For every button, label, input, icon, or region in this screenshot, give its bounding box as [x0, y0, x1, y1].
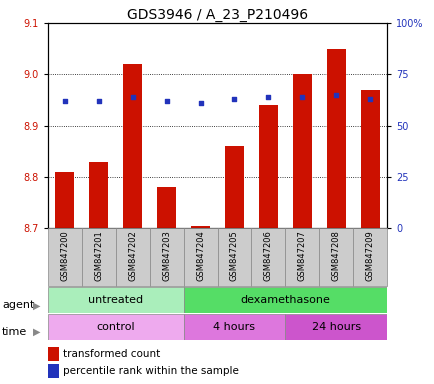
- Point: [332, 92, 339, 98]
- Text: GSM847207: GSM847207: [297, 230, 306, 281]
- Text: GSM847200: GSM847200: [60, 230, 69, 281]
- Bar: [319, 228, 352, 286]
- Text: GSM847204: GSM847204: [196, 230, 204, 281]
- Point: [95, 98, 102, 104]
- Point: [197, 100, 204, 106]
- Text: percentile rank within the sample: percentile rank within the sample: [63, 366, 238, 376]
- Text: time: time: [2, 327, 27, 337]
- Point: [264, 94, 271, 100]
- Text: GSM847209: GSM847209: [365, 230, 374, 281]
- Bar: [48, 287, 183, 313]
- Bar: [191, 226, 209, 228]
- Text: agent: agent: [2, 300, 34, 310]
- Text: ▶: ▶: [33, 327, 41, 337]
- Point: [230, 96, 237, 102]
- Bar: [157, 187, 175, 228]
- Bar: [115, 228, 149, 286]
- Bar: [360, 90, 378, 228]
- Text: 24 hours: 24 hours: [311, 322, 360, 332]
- Point: [129, 94, 136, 100]
- Text: GSM847206: GSM847206: [263, 230, 272, 281]
- Bar: [82, 228, 115, 286]
- Point: [61, 98, 68, 104]
- Bar: [183, 228, 217, 286]
- Text: GSM847202: GSM847202: [128, 230, 137, 281]
- Bar: [285, 228, 319, 286]
- Text: GSM847203: GSM847203: [162, 230, 171, 281]
- Bar: [217, 228, 251, 286]
- Point: [163, 98, 170, 104]
- Bar: [259, 105, 277, 228]
- Bar: [89, 162, 108, 228]
- Bar: [149, 228, 183, 286]
- Text: untreated: untreated: [88, 295, 143, 305]
- Text: dexamethasone: dexamethasone: [240, 295, 329, 305]
- Bar: [123, 64, 141, 228]
- Point: [298, 94, 305, 100]
- Bar: [352, 228, 386, 286]
- Text: GSM847205: GSM847205: [230, 230, 238, 281]
- Bar: [293, 74, 311, 228]
- Point: [366, 96, 373, 102]
- Bar: [48, 314, 183, 340]
- Text: control: control: [96, 322, 135, 332]
- Text: GSM847208: GSM847208: [331, 230, 340, 281]
- Bar: [183, 314, 285, 340]
- Bar: [326, 49, 345, 228]
- Bar: [56, 172, 74, 228]
- Bar: [251, 228, 285, 286]
- Bar: [48, 228, 82, 286]
- Text: 4 hours: 4 hours: [213, 322, 255, 332]
- Bar: [183, 287, 386, 313]
- Text: transformed count: transformed count: [63, 349, 160, 359]
- Text: ▶: ▶: [33, 300, 41, 310]
- Bar: [225, 146, 243, 228]
- Bar: [285, 314, 386, 340]
- Text: GSM847201: GSM847201: [94, 230, 103, 281]
- Title: GDS3946 / A_23_P210496: GDS3946 / A_23_P210496: [127, 8, 307, 22]
